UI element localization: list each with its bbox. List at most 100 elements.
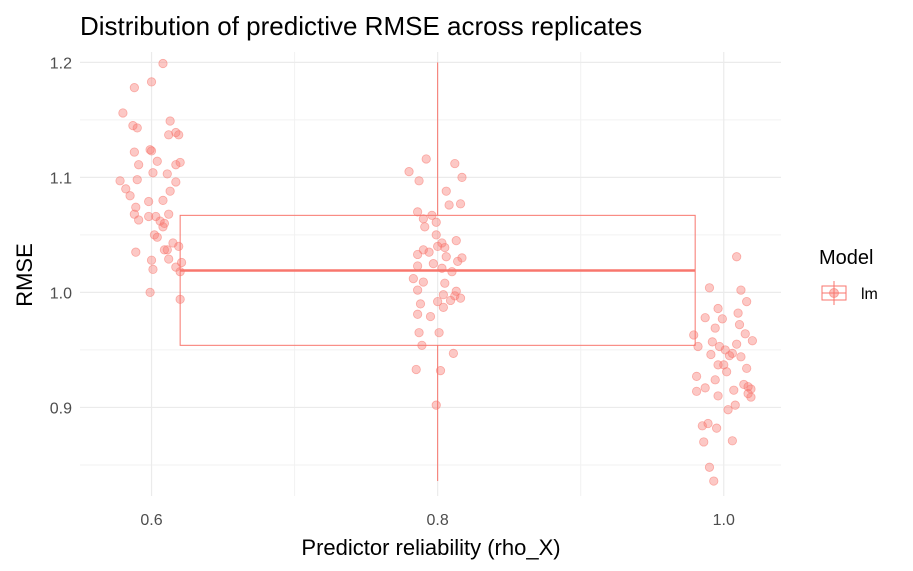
grid-lines — [80, 52, 781, 496]
data-point — [424, 247, 434, 257]
data-point — [414, 328, 424, 338]
data-point — [438, 290, 448, 300]
data-point — [746, 392, 756, 402]
box-iqr — [179, 214, 696, 346]
x-tick-label: 0.6 — [140, 512, 162, 529]
data-point — [689, 330, 699, 340]
data-point — [164, 254, 174, 264]
data-point — [722, 367, 732, 377]
data-point — [165, 116, 175, 126]
data-point — [691, 371, 702, 381]
data-point — [727, 436, 737, 446]
data-point — [121, 184, 131, 194]
legend-key-point — [829, 288, 839, 298]
data-point — [164, 130, 174, 140]
x-tick-label: 0.8 — [427, 512, 449, 529]
data-point — [164, 209, 174, 219]
data-point — [450, 158, 460, 169]
data-point — [118, 108, 128, 118]
data-point — [736, 285, 746, 295]
data-point — [162, 169, 172, 179]
data-point — [706, 349, 716, 360]
data-point — [134, 160, 144, 170]
data-point — [431, 230, 441, 240]
y-tick-label: 0.9 — [50, 400, 72, 417]
data-point — [693, 341, 703, 352]
data-point — [730, 400, 740, 410]
data-point — [148, 264, 158, 274]
data-point — [734, 320, 745, 330]
data-point — [704, 462, 715, 472]
data-point — [438, 302, 448, 312]
legend: Model lm — [819, 247, 878, 305]
data-point — [144, 211, 154, 222]
data-point — [162, 245, 172, 255]
y-tick-label: 1.0 — [50, 285, 72, 302]
data-point — [168, 238, 178, 248]
data-point — [691, 386, 702, 396]
data-point — [707, 337, 717, 347]
data-point — [158, 222, 168, 232]
data-point — [427, 210, 437, 220]
data-point — [434, 328, 444, 338]
data-point — [134, 215, 144, 225]
data-point — [131, 247, 141, 257]
data-point — [740, 329, 750, 339]
data-point — [159, 245, 170, 255]
data-point — [445, 295, 456, 306]
data-point — [700, 313, 710, 323]
data-point — [712, 423, 722, 433]
data-point — [447, 267, 457, 277]
data-point — [732, 339, 742, 349]
data-point — [421, 154, 431, 164]
data-point — [165, 186, 175, 196]
legend-title: Model — [819, 247, 873, 269]
data-point — [719, 360, 729, 370]
data-point — [704, 283, 715, 293]
data-point — [697, 421, 707, 431]
data-point — [733, 308, 743, 318]
chart-title: Distribution of predictive RMSE across r… — [80, 11, 642, 41]
data-point — [158, 58, 168, 69]
data-point — [441, 186, 451, 196]
data-point — [709, 476, 719, 486]
data-point — [437, 263, 447, 273]
data-point — [417, 340, 427, 350]
data-point — [724, 351, 735, 361]
data-point — [747, 336, 757, 346]
data-point — [699, 437, 709, 447]
data-point — [152, 232, 162, 242]
data-point — [739, 379, 749, 390]
data-point — [415, 299, 426, 309]
data-point — [455, 199, 466, 209]
data-point — [175, 157, 185, 168]
data-point — [736, 352, 746, 362]
data-point — [435, 366, 446, 376]
legend-key-lm — [821, 281, 847, 305]
data-point — [148, 168, 158, 178]
data-point — [729, 385, 739, 395]
data-point — [413, 309, 423, 319]
data-point — [171, 160, 181, 170]
data-point — [175, 294, 185, 304]
data-point — [145, 145, 155, 155]
data-point — [125, 191, 135, 201]
x-tick-label: 1.0 — [713, 512, 735, 529]
data-point — [174, 241, 184, 251]
boxplot — [179, 62, 696, 482]
data-point — [131, 202, 141, 212]
data-point — [431, 400, 441, 410]
data-point — [713, 391, 723, 401]
data-point — [146, 77, 157, 87]
data-point — [710, 323, 720, 333]
data-point — [146, 255, 157, 265]
data-point — [132, 175, 142, 185]
data-point — [411, 364, 421, 375]
data-point — [171, 177, 181, 187]
data-point — [145, 287, 155, 298]
data-point — [418, 277, 428, 287]
data-point — [175, 267, 185, 277]
data-point — [431, 217, 441, 227]
y-tick-label: 1.1 — [50, 170, 72, 187]
